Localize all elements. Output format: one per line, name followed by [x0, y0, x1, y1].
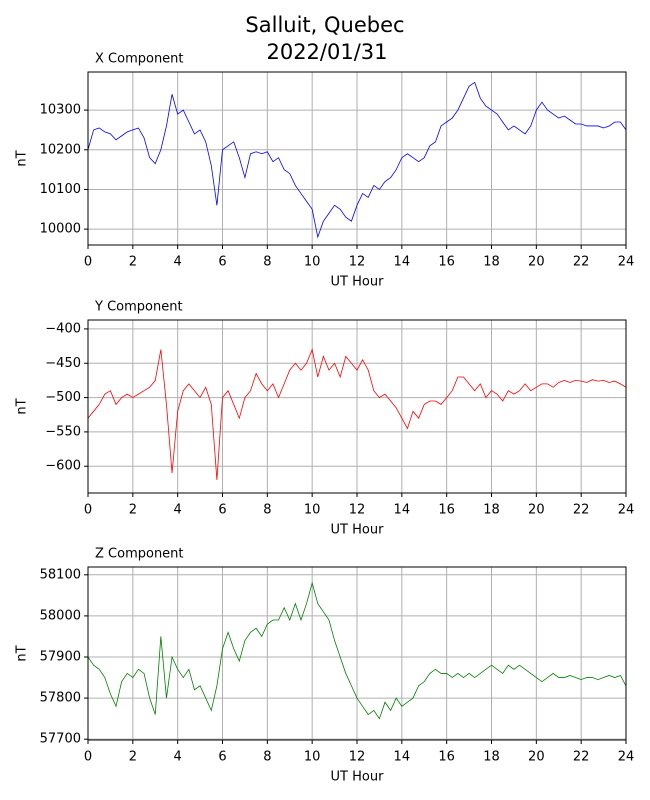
x-tick-label: 24 — [618, 750, 635, 765]
x-tick-label: 14 — [394, 750, 411, 765]
y-tick-label: 10300 — [40, 103, 81, 118]
x-axis-label: UT Hour — [331, 523, 385, 538]
x-tick-label: 22 — [573, 503, 590, 518]
x-tick-label: 24 — [618, 503, 635, 518]
axes-title: X Component — [95, 52, 184, 67]
data-line — [87, 81, 627, 239]
x-tick-label: 8 — [263, 503, 271, 518]
x-tick-label: 6 — [218, 503, 226, 518]
axes-frame — [87, 566, 627, 741]
x-axis-label: UT Hour — [331, 770, 385, 785]
y-axis-label: nT — [15, 645, 30, 661]
figure-subtitle: 2022/01/31 — [266, 40, 387, 64]
y-tick-label: 10100 — [40, 182, 81, 197]
x-tick-label: 22 — [573, 255, 590, 270]
x-tick-label: 8 — [263, 255, 271, 270]
x-tick-label: 22 — [573, 750, 590, 765]
data-line — [87, 348, 627, 480]
x-tick-label: 20 — [528, 255, 545, 270]
x-tick-label: 8 — [263, 750, 271, 765]
y-axis-label: nT — [15, 398, 30, 414]
x-tick-label: 0 — [84, 255, 92, 270]
y-tick-label: 58100 — [40, 567, 81, 582]
x-tick-label: 20 — [528, 750, 545, 765]
x-tick-label: 24 — [618, 255, 635, 270]
x-tick-label: 16 — [438, 750, 455, 765]
axes-frame — [87, 319, 627, 494]
x-tick-label: 4 — [174, 255, 182, 270]
x-tick-label: 18 — [483, 503, 500, 518]
x-tick-label: 18 — [483, 255, 500, 270]
x-tick-label: 10 — [304, 255, 321, 270]
figure-title: Salluit, Quebec — [245, 13, 404, 37]
y-tick-label: 10200 — [40, 142, 81, 157]
x-tick-label: 6 — [218, 255, 226, 270]
y-tick-label: −550 — [45, 424, 81, 439]
y-tick-label: 58000 — [40, 608, 81, 623]
x-tick-label: 2 — [129, 255, 137, 270]
x-tick-label: 12 — [349, 503, 366, 518]
x-tick-label: 10 — [304, 503, 321, 518]
x-tick-label: 6 — [218, 750, 226, 765]
y-tick-label: 10000 — [40, 222, 81, 237]
y-tick-label: −500 — [45, 390, 81, 405]
y-tick-label: −600 — [45, 459, 81, 474]
x-tick-label: 12 — [349, 750, 366, 765]
x-tick-label: 0 — [84, 503, 92, 518]
x-tick-label: 14 — [394, 255, 411, 270]
x-tick-label: 14 — [394, 503, 411, 518]
x-tick-label: 2 — [129, 503, 137, 518]
y-axis-label: nT — [15, 150, 30, 166]
x-axis-label: UT Hour — [331, 275, 385, 290]
y-tick-label: 57900 — [40, 649, 81, 664]
y-tick-label: 57700 — [40, 732, 81, 747]
x-tick-label: 10 — [304, 750, 321, 765]
x-tick-label: 18 — [483, 750, 500, 765]
axes-title: Z Component — [95, 547, 184, 562]
x-tick-label: 4 — [174, 503, 182, 518]
y-tick-label: 57800 — [40, 691, 81, 706]
y-tick-label: −450 — [45, 356, 81, 371]
axes-title: Y Component — [94, 300, 183, 315]
axes-frame — [87, 71, 627, 246]
x-tick-label: 16 — [438, 255, 455, 270]
data-line — [87, 581, 627, 720]
x-tick-label: 20 — [528, 503, 545, 518]
y-tick-label: −400 — [45, 321, 81, 336]
x-tick-label: 2 — [129, 750, 137, 765]
x-tick-label: 16 — [438, 503, 455, 518]
x-tick-label: 12 — [349, 255, 366, 270]
x-tick-label: 4 — [174, 750, 182, 765]
x-tick-label: 0 — [84, 750, 92, 765]
